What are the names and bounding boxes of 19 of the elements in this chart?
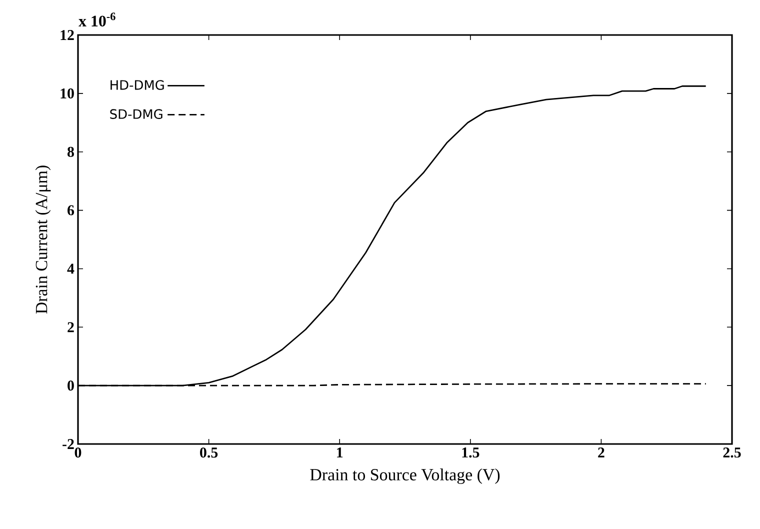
y-axis-title: Drain Current (A/μm) (35, 166, 51, 314)
y-tick-label: 12 (60, 30, 74, 40)
x-tick-label: 1.5 (462, 448, 480, 458)
y-tick-label: 0 (68, 380, 74, 391)
y-tick-label: 8 (68, 146, 74, 157)
x-tick-label: 1 (337, 448, 343, 458)
y-tick-label: 10 (60, 88, 74, 98)
y-tick-label: 2 (68, 322, 74, 332)
x-tick-label: 0.5 (200, 448, 218, 458)
y-tick-label: -2 (62, 439, 74, 449)
text: x 10$^{-6}$ (78, 12, 116, 26)
x-tick-label: 0 (74, 448, 82, 458)
legend-label: HD-DMG (110, 80, 164, 90)
legend-label: SD-DMG (110, 109, 162, 119)
x-axis-title: Drain to Source Voltage (V) (310, 468, 500, 484)
y-tick-label: 4 (67, 264, 74, 274)
x-tick-label: 2 (598, 448, 604, 458)
y-tick-label: 6 (68, 205, 74, 216)
x-tick-label: 2.5 (723, 448, 741, 458)
